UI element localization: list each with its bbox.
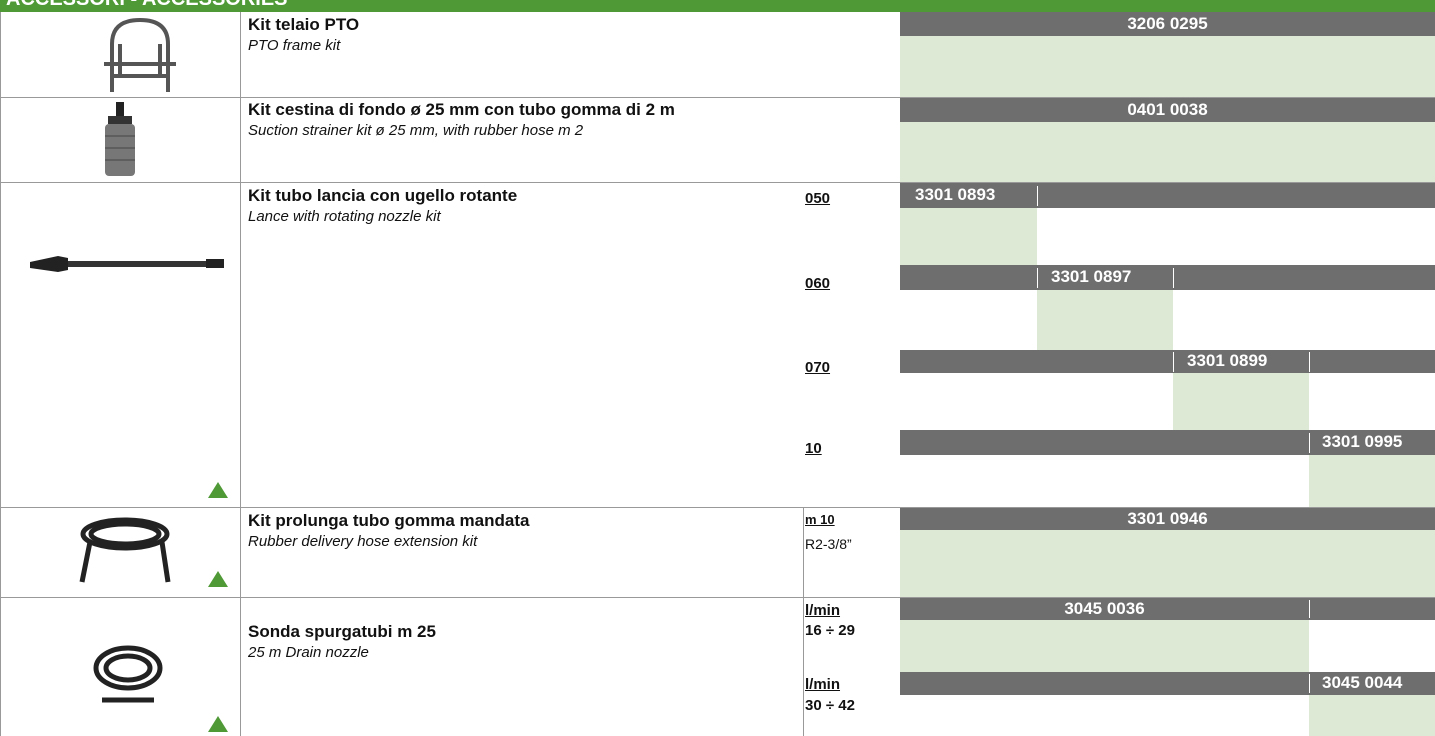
code-bar: [900, 183, 1435, 208]
item-subtitle: Rubber delivery hose extension kit: [248, 533, 478, 550]
item-title: Sonda spurgatubi m 25: [248, 622, 436, 641]
item-title: Kit tubo lancia con ugello rotante: [248, 186, 518, 205]
code-bar: [900, 672, 1435, 695]
marker-triangle: [208, 482, 228, 498]
separator: [1037, 268, 1038, 288]
item-title: Kit telaio PTO: [248, 15, 360, 34]
code: 3206 0295: [1127, 14, 1208, 33]
separator: [1173, 352, 1174, 372]
border: [0, 12, 1, 736]
option-label: m 10: [805, 512, 835, 527]
option-label: l/min: [805, 602, 841, 619]
drain-hose-image: [93, 645, 163, 703]
separator: [1309, 433, 1310, 453]
separator: [1309, 600, 1310, 618]
frame-image: [104, 17, 176, 92]
border: [240, 12, 241, 736]
code-bar: [900, 98, 1435, 122]
header-bar: ACCESSORI - ACCESSORIES: [0, 0, 1435, 12]
option-label: R2-3/8”: [805, 536, 852, 552]
code: 3045 0036: [1064, 599, 1145, 618]
code-bar: [900, 265, 1435, 290]
code-bar: [900, 350, 1435, 373]
option-label: l/min: [805, 676, 841, 693]
header-title: ACCESSORI - ACCESSORIES: [6, 0, 288, 11]
item-subtitle: 25 m Drain nozzle: [248, 644, 369, 661]
code-cell: [1309, 455, 1435, 507]
code-cell: [900, 122, 1435, 182]
row-line: [0, 97, 1435, 98]
border: [803, 507, 804, 736]
code-cell: [1309, 695, 1435, 736]
code-cell: [1037, 290, 1173, 350]
code-bar: [900, 430, 1435, 455]
code: 3301 0946: [1127, 509, 1208, 528]
option-label: 060: [805, 275, 831, 292]
code-cell: [900, 208, 1037, 265]
code: 3301 0893: [915, 185, 996, 204]
option-label: 10: [805, 440, 822, 457]
separator: [1173, 268, 1174, 288]
code: 3301 0897: [1051, 267, 1132, 286]
marker-triangle: [208, 716, 228, 732]
lance-image: [30, 256, 224, 272]
code-cell: [900, 36, 1435, 97]
item-title: Kit cestina di fondo ø 25 mm con tubo go…: [248, 100, 675, 119]
code-cell: [900, 530, 1435, 597]
code-bar: [900, 598, 1435, 620]
item-subtitle: Suction strainer kit ø 25 mm, with rubbe…: [248, 122, 584, 139]
option-label: 16 ÷ 29: [805, 622, 855, 639]
option-label: 30 ÷ 42: [805, 697, 855, 714]
row-line: [0, 597, 1435, 598]
row-line: [0, 507, 1435, 508]
item-title: Kit prolunga tubo gomma mandata: [248, 511, 530, 530]
code-bar: [900, 12, 1435, 36]
code-cell: [1173, 373, 1309, 430]
separator: [1309, 674, 1310, 693]
hose-image: [79, 517, 171, 583]
code-cell: [900, 620, 1309, 672]
separator: [1309, 352, 1310, 372]
item-subtitle: Lance with rotating nozzle kit: [248, 208, 441, 225]
strainer-image: [105, 102, 135, 176]
option-label: 070: [805, 359, 831, 376]
code-bar: [900, 508, 1435, 530]
marker-triangle: [208, 571, 228, 587]
code: 3301 0899: [1187, 351, 1268, 370]
row-line: [0, 182, 1435, 183]
separator: [1037, 186, 1038, 206]
code: 0401 0038: [1127, 100, 1208, 119]
code: 3045 0044: [1322, 673, 1403, 692]
code: 3301 0995: [1322, 432, 1403, 451]
option-label: 050: [805, 190, 831, 207]
item-subtitle: PTO frame kit: [248, 37, 341, 54]
